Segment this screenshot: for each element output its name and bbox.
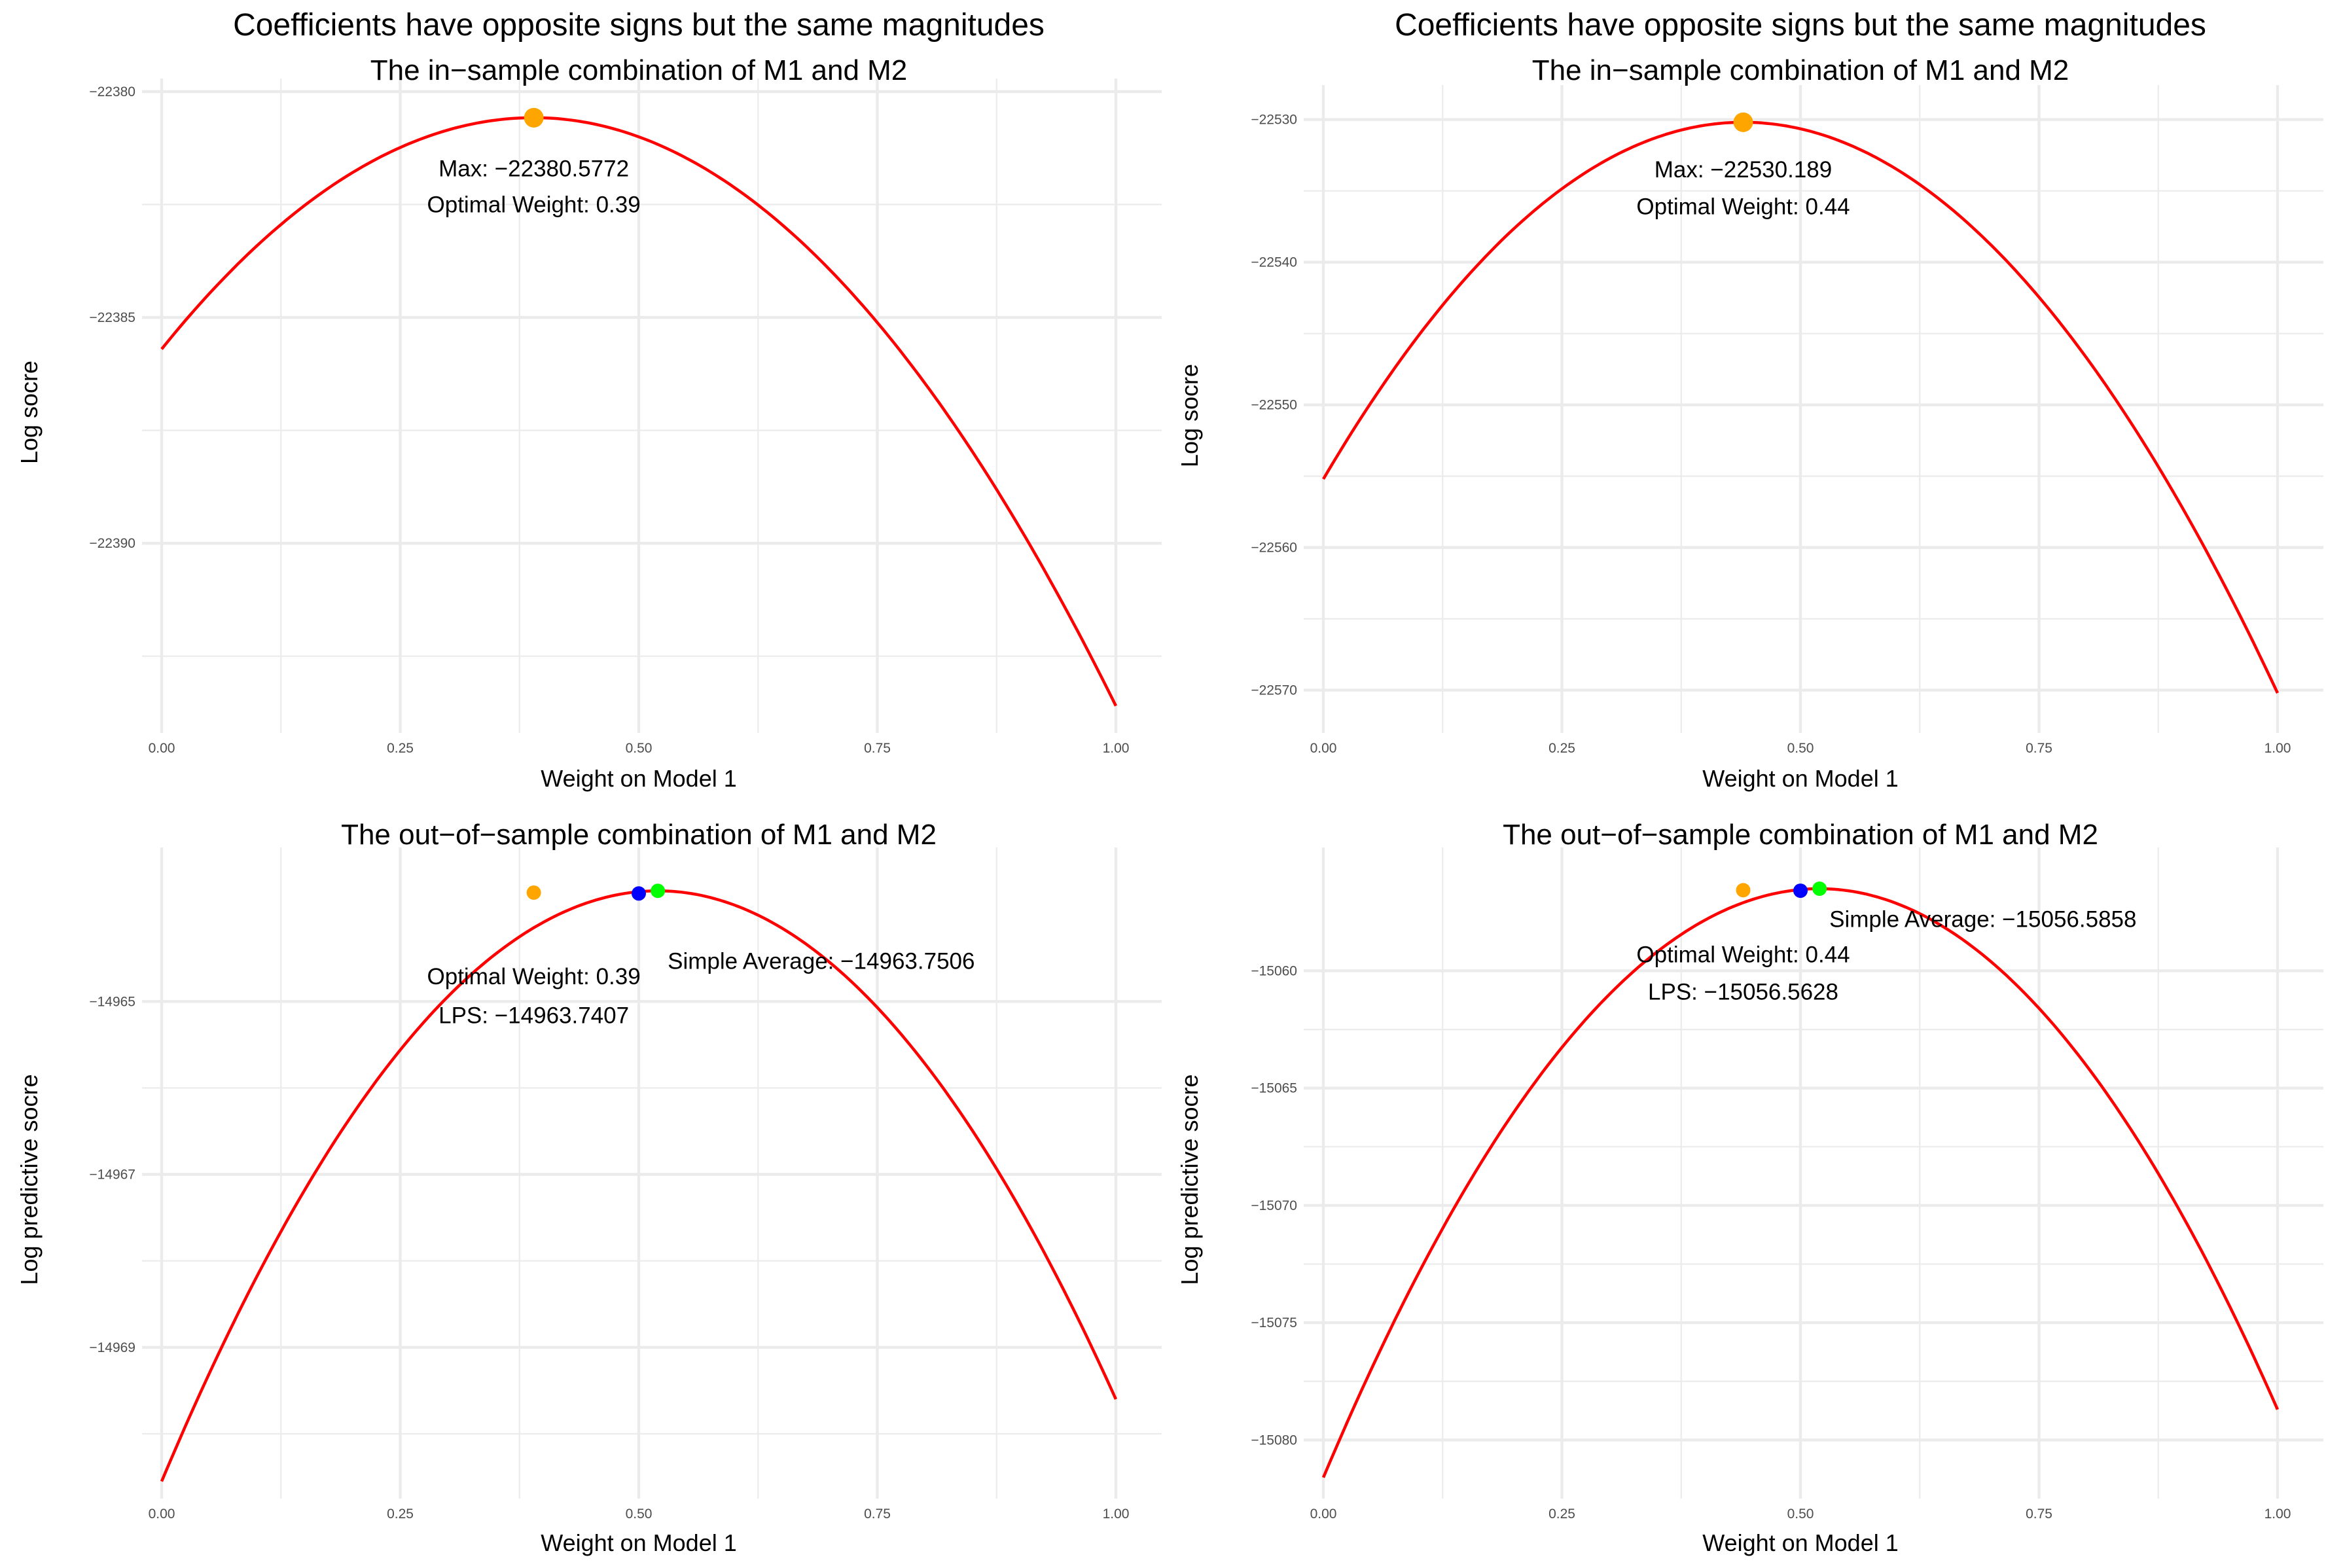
x-tick-label: 0.25 <box>1548 741 1575 756</box>
annotation-label: Simple Average: −14963.7506 <box>668 948 975 974</box>
y-tick-label: −15070 <box>1251 1198 1297 1213</box>
super-title: Coefficients have opposite signs but the… <box>233 8 1045 43</box>
data-point <box>632 886 646 901</box>
x-tick-label: 0.75 <box>864 741 891 756</box>
annotation-label: Optimal Weight: 0.44 <box>1636 194 1850 220</box>
x-axis-label: Weight on Model 1 <box>541 1529 737 1556</box>
data-point <box>526 885 541 900</box>
x-axis-label: Weight on Model 1 <box>541 765 737 792</box>
chart-title: The in−sample combination of M1 and M2 <box>370 54 908 86</box>
y-axis-label: Log socre <box>1176 364 1203 467</box>
super-title: Coefficients have opposite signs but the… <box>1395 8 2206 43</box>
x-tick-label: 0.75 <box>864 1506 891 1522</box>
data-point <box>651 883 666 899</box>
y-axis-label: Log socre <box>16 361 43 464</box>
x-tick-label: 1.00 <box>2264 741 2291 756</box>
chart-panel-3: 0.00 0.25 0.50 0.75 1.00 −14965 −14967 −14969 Si… <box>16 819 1162 1556</box>
y-tick-label: −22560 <box>1251 541 1297 556</box>
y-tick-label: −14969 <box>89 1340 135 1355</box>
chart-title: The out−of−sample combination of M1 and … <box>1503 819 2098 851</box>
annotation-label: Optimal Weight: 0.44 <box>1636 942 1850 967</box>
x-tick-label: 0.75 <box>2026 1506 2052 1522</box>
y-tick-label: −22540 <box>1251 255 1297 270</box>
x-tick-label: 0.75 <box>2026 741 2052 756</box>
y-tick-label: −15075 <box>1251 1315 1297 1330</box>
y-tick-label: −22530 <box>1251 113 1297 128</box>
annotation-label: Optimal Weight: 0.39 <box>427 192 641 218</box>
y-tick-label: −22570 <box>1251 683 1297 698</box>
x-tick-label: 1.00 <box>1103 1506 1130 1522</box>
annotation-label: Max: −22530.189 <box>1655 157 1832 183</box>
y-tick-label: −15060 <box>1251 963 1297 978</box>
x-tick-label: 0.25 <box>1548 1506 1575 1522</box>
chart-title: The in−sample combination of M1 and M2 <box>1532 54 2069 86</box>
x-axis-label: Weight on Model 1 <box>1702 765 1899 792</box>
x-axis-label: Weight on Model 1 <box>1702 1529 1899 1556</box>
annotation-label: LPS: −15056.5628 <box>1648 980 1838 1005</box>
y-tick-label: −22550 <box>1251 398 1297 413</box>
annotation-label: Optimal Weight: 0.39 <box>427 964 641 989</box>
chart-panel-4: 0.00 0.25 0.50 0.75 1.00 −15060 −15065 −15070 −1… <box>1176 819 2323 1556</box>
y-tick-label: −14967 <box>89 1167 135 1183</box>
x-tick-label: 0.00 <box>149 1506 175 1522</box>
y-axis-label: Log predictive socre <box>16 1074 43 1285</box>
annotation-label: Max: −22380.5772 <box>438 156 629 181</box>
x-tick-label: 1.00 <box>2264 1506 2291 1522</box>
x-tick-label: 0.00 <box>149 741 175 756</box>
data-point <box>1793 883 1808 899</box>
y-tick-label: −22380 <box>89 84 135 99</box>
x-tick-label: 0.00 <box>1310 1506 1337 1522</box>
data-point <box>1812 882 1827 897</box>
y-axis-label: Log predictive socre <box>1176 1074 1203 1285</box>
x-tick-label: 1.00 <box>1103 741 1130 756</box>
y-tick-label: −15080 <box>1251 1433 1297 1448</box>
y-tick-label: −15065 <box>1251 1081 1297 1096</box>
chart-title: The out−of−sample combination of M1 and … <box>341 819 937 851</box>
x-tick-label: 0.25 <box>387 1506 414 1522</box>
chart-panel-1: 0.00 0.25 0.50 0.75 1.00 −22380 −22385 −22390 Ma… <box>16 8 1162 792</box>
x-tick-label: 0.50 <box>1787 741 1814 756</box>
data-point <box>524 107 544 128</box>
series-line <box>160 116 1118 707</box>
data-point <box>1733 112 1753 132</box>
annotation-label: Simple Average: −15056.5858 <box>1829 907 2136 933</box>
x-tick-label: 0.00 <box>1310 741 1337 756</box>
x-tick-label: 0.50 <box>626 741 653 756</box>
x-tick-label: 0.25 <box>387 741 414 756</box>
data-point <box>1736 883 1751 898</box>
x-tick-label: 0.50 <box>626 1506 653 1522</box>
x-tick-label: 0.50 <box>1787 1506 1814 1522</box>
y-tick-label: −22385 <box>89 310 135 325</box>
series-line <box>1322 120 2280 694</box>
chart-panel-2: 0.00 0.25 0.50 0.75 1.00 −22530 −22540 −22550 −2… <box>1176 8 2323 792</box>
y-tick-label: −22390 <box>89 536 135 551</box>
y-tick-label: −14965 <box>89 994 135 1009</box>
annotation-label: LPS: −14963.7407 <box>438 1003 629 1028</box>
